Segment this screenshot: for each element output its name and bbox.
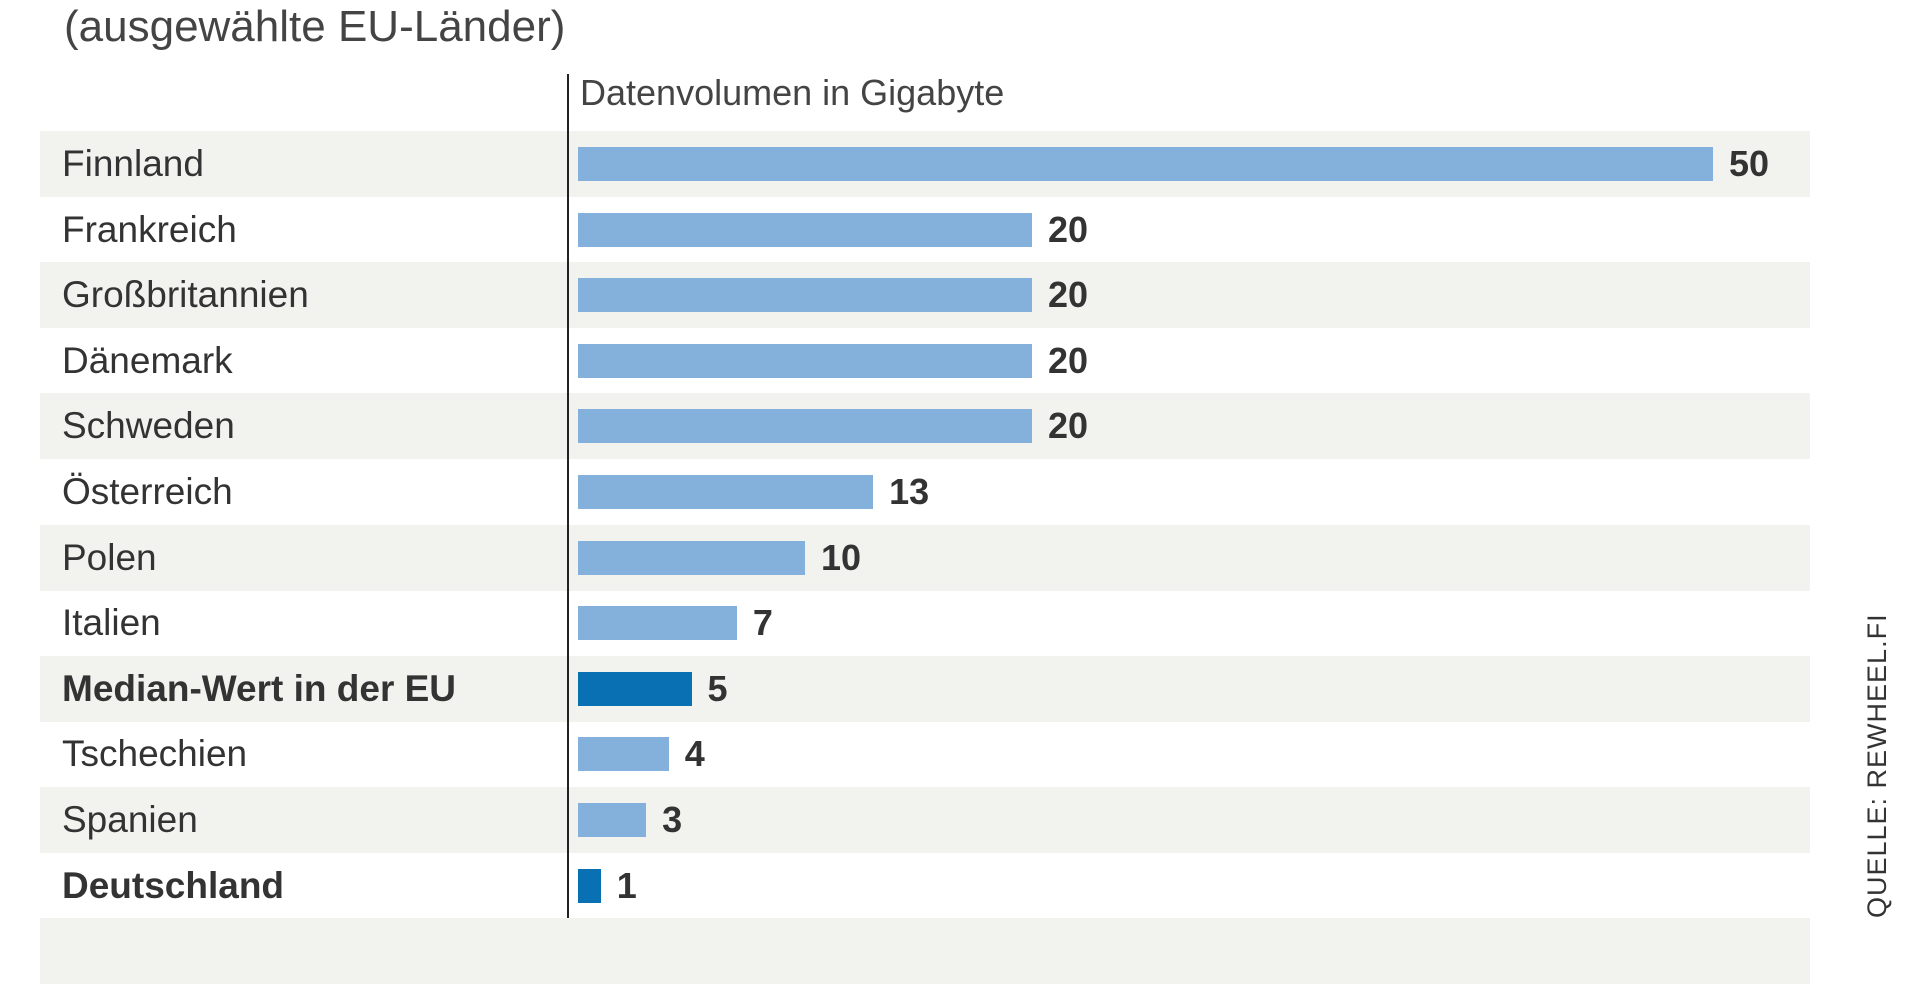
chart-row: Schweden 20: [40, 393, 1810, 460]
axis-title: Datenvolumen in Gigabyte: [580, 72, 1005, 113]
axis-line: [567, 74, 569, 918]
chart-row: Tschechien 4: [40, 721, 1810, 787]
category-label: Deutschland: [62, 864, 285, 906]
chart-row: Italien 7: [40, 590, 1810, 656]
bar: [578, 868, 601, 903]
bar: [578, 147, 1713, 181]
chart-row: Österreich 13: [40, 459, 1810, 525]
category-label: Finnland: [62, 143, 204, 184]
chart-subtitle: (ausgewählte EU-Länder): [64, 2, 566, 51]
data-label: 20: [1048, 405, 1089, 447]
chart-row: Spanien 3: [40, 787, 1810, 853]
bar: [578, 409, 1032, 444]
data-label: 20: [1048, 339, 1089, 381]
bar: [578, 803, 647, 837]
category-label: Frankreich: [62, 208, 237, 250]
bar: [578, 737, 669, 772]
bar: [578, 671, 692, 706]
data-label: 3: [662, 799, 683, 840]
bar: [578, 212, 1032, 247]
data-label: 10: [821, 536, 862, 578]
data-label: 1: [616, 864, 637, 906]
source-note: QUELLE: REWHEEL.FI: [1862, 613, 1892, 918]
category-label: Tschechien: [62, 733, 248, 775]
chart-row: Frankreich 20: [40, 197, 1810, 263]
bar: [578, 540, 805, 575]
category-label: Dänemark: [62, 339, 233, 381]
chart-row: Polen 10: [40, 524, 1810, 591]
category-label: Spanien: [62, 799, 198, 840]
chart-row: Finnland 50: [40, 131, 1810, 197]
data-label: 5: [707, 667, 728, 709]
data-label: 13: [889, 471, 930, 512]
data-label: 7: [752, 602, 773, 644]
bar: [578, 475, 874, 509]
category-label: Schweden: [62, 405, 235, 447]
chart-row: Großbritannien 20: [40, 262, 1810, 329]
category-label: Österreich: [62, 471, 233, 512]
category-label: Polen: [62, 536, 157, 578]
bar: [578, 606, 737, 641]
chart-row: Deutschland 1: [40, 853, 1810, 919]
row-band: [40, 918, 1810, 984]
bar: [578, 278, 1032, 313]
data-label: 50: [1729, 143, 1770, 184]
bar: [578, 343, 1032, 378]
category-label: Italien: [62, 602, 161, 644]
data-label: 20: [1048, 208, 1089, 250]
chart-row: Median-Wert in der EU 5: [40, 655, 1810, 722]
category-label: Großbritannien: [62, 274, 309, 316]
data-label: 20: [1048, 274, 1089, 316]
category-label: Median-Wert in der EU: [62, 667, 457, 709]
data-label: 4: [684, 733, 705, 775]
chart-row: Dänemark 20: [40, 328, 1810, 394]
